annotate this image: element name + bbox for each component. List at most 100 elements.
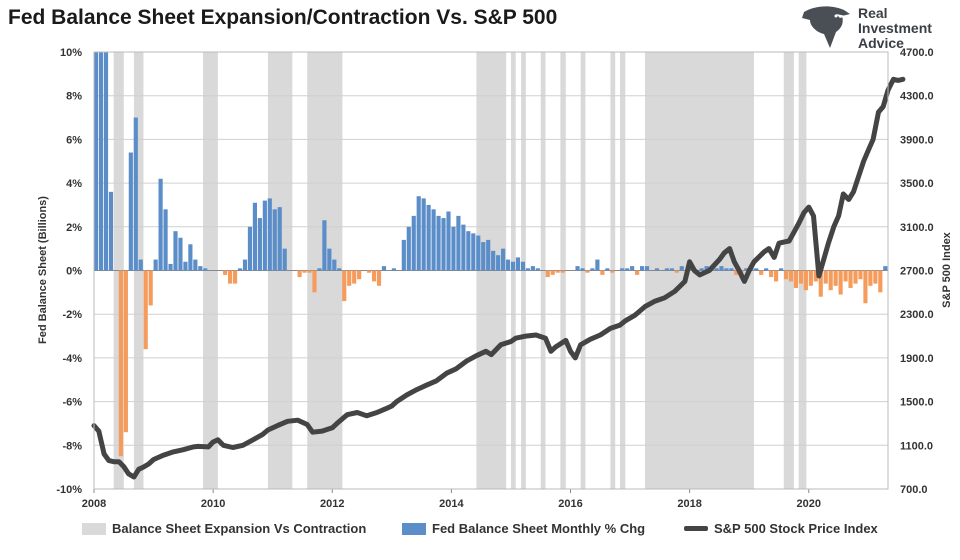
bar [143, 270, 148, 350]
bar [630, 266, 635, 271]
bar [620, 268, 625, 271]
bar [575, 266, 580, 271]
bar [108, 191, 114, 271]
bar [247, 226, 253, 271]
bar [783, 270, 789, 280]
eagle-icon [802, 6, 850, 48]
bar [590, 268, 595, 271]
x-tick-label: 2014 [439, 498, 464, 510]
bar [327, 248, 332, 271]
bar [158, 178, 163, 271]
bar [168, 263, 173, 271]
bar [228, 270, 233, 284]
bar [138, 259, 143, 271]
bar [788, 270, 794, 282]
bar [476, 235, 481, 271]
bar [431, 209, 436, 271]
bar [496, 255, 501, 271]
bar [312, 270, 317, 293]
bar [774, 270, 779, 282]
bar [342, 270, 347, 302]
bar [699, 268, 704, 271]
bar [808, 270, 813, 286]
bar [833, 270, 838, 286]
bar [307, 270, 312, 273]
bar [103, 52, 109, 271]
bar [813, 270, 818, 282]
bar [868, 270, 873, 286]
bar [853, 270, 858, 284]
bar-series [94, 52, 888, 457]
bar [510, 261, 516, 271]
bar [520, 261, 526, 271]
bar [585, 270, 590, 273]
bar [451, 226, 456, 271]
bar [153, 259, 158, 271]
bar [272, 209, 277, 271]
bar [664, 268, 669, 271]
bar [173, 231, 178, 271]
bar [679, 266, 684, 271]
bar [381, 266, 387, 271]
bar [317, 268, 322, 271]
x-tick-label: 2012 [320, 498, 344, 510]
bar [322, 220, 327, 271]
logo-line-1: Real [858, 5, 888, 21]
x-tick-label: 2016 [558, 498, 582, 510]
bar [406, 226, 411, 271]
bar [262, 200, 267, 271]
bar [94, 52, 99, 271]
y-tick-label-right: 2700.0 [900, 266, 934, 278]
y-axis-label-left: Fed Balance Sheet (Billions) [37, 196, 49, 344]
bar [605, 268, 610, 271]
y-tick-label-left: -2% [62, 309, 82, 321]
bar [644, 266, 650, 271]
bar [793, 270, 799, 288]
logo-line-3: Advice [858, 35, 904, 51]
legend-label-shade: Balance Sheet Expansion Vs Contraction [112, 521, 367, 536]
bar [863, 270, 868, 304]
y-tick-label-left: 0% [66, 266, 82, 278]
bar [734, 270, 739, 275]
legend-item-line: S&P 500 Stock Price Index [684, 521, 878, 536]
bar [352, 270, 357, 284]
y-tick-label-left: 4% [66, 178, 82, 190]
bar [357, 270, 362, 280]
bar [669, 268, 674, 271]
y-tick-label-right: 3900.0 [900, 134, 934, 146]
bar [486, 239, 491, 271]
y-tick-label-left: -8% [62, 440, 82, 452]
legend-label-bars: Fed Balance Sheet Monthly % Chg [432, 521, 646, 536]
legend-item-shade: Balance Sheet Expansion Vs Contraction [82, 521, 366, 536]
bar [118, 270, 123, 457]
chart-area: -10% -8% -6% -4% -2% 0% 2% 4% 6% 8% 10% 700.0 1100.0… [37, 47, 953, 510]
bar [883, 266, 888, 271]
bar [654, 268, 660, 271]
bar [744, 268, 749, 271]
bar [610, 270, 615, 273]
bar [481, 242, 486, 271]
bar [148, 270, 153, 306]
y-tick-label-right: 3500.0 [900, 178, 934, 190]
bar [98, 52, 104, 271]
y-axis-label-right: S&P 500 Index [941, 231, 953, 307]
bar [242, 259, 248, 271]
bar [764, 268, 769, 271]
bar [178, 237, 183, 271]
bar [133, 117, 138, 271]
bar [639, 266, 645, 271]
x-tick-label: 2018 [677, 498, 701, 510]
logo-line-2: Investment [858, 20, 932, 36]
bar [550, 270, 555, 275]
bar [759, 270, 764, 275]
bar [232, 270, 238, 284]
bar [183, 261, 188, 271]
legend-swatch-shade [82, 522, 106, 535]
sp500-line [91, 76, 906, 480]
bar [421, 198, 426, 271]
bar [719, 266, 724, 271]
bar [461, 224, 466, 271]
legend-swatch-line [684, 526, 708, 531]
bar [491, 250, 496, 271]
bar [848, 270, 853, 288]
